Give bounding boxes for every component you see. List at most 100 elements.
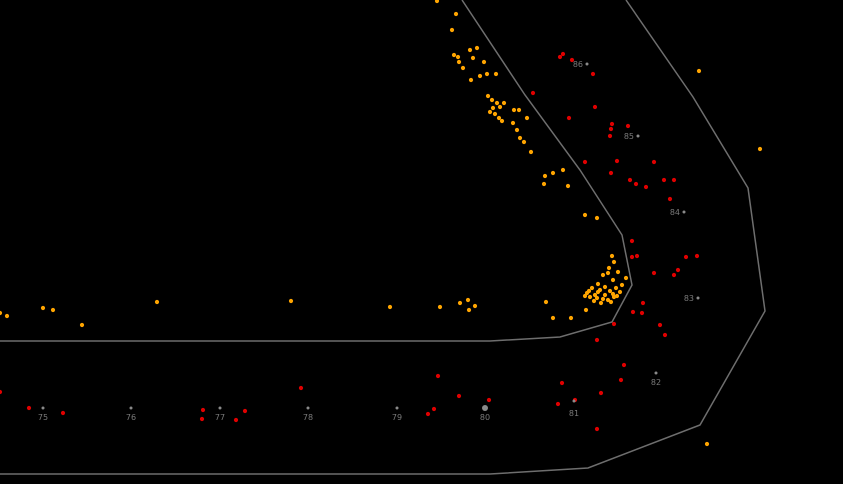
orange-point xyxy=(449,27,455,33)
orange-point xyxy=(489,97,495,103)
red-point xyxy=(431,406,437,412)
orange-point xyxy=(465,297,471,303)
distance-marker-75: 75 xyxy=(38,406,48,422)
red-point xyxy=(651,159,657,165)
orange-point xyxy=(609,253,615,259)
red-point xyxy=(486,397,492,403)
red-point xyxy=(594,426,600,432)
red-point xyxy=(621,362,627,368)
marker-dot xyxy=(682,210,686,214)
orange-point xyxy=(582,212,588,218)
orange-point xyxy=(437,304,443,310)
red-points-layer xyxy=(0,51,700,432)
marker-label: 83 xyxy=(684,294,694,303)
orange-point xyxy=(434,0,440,4)
orange-point xyxy=(589,285,595,291)
red-point xyxy=(667,196,673,202)
orange-point xyxy=(4,313,10,319)
red-point xyxy=(683,254,689,260)
orange-point xyxy=(514,127,520,133)
red-point xyxy=(298,385,304,391)
orange-point xyxy=(591,298,597,304)
orange-point xyxy=(497,104,503,110)
red-point xyxy=(456,393,462,399)
orange-point xyxy=(594,295,600,301)
red-point xyxy=(634,253,640,259)
red-point xyxy=(26,405,32,411)
red-point xyxy=(199,416,205,422)
orange-point xyxy=(598,300,604,306)
marker-dot xyxy=(129,406,133,410)
orange-point xyxy=(528,149,534,155)
orange-point xyxy=(511,107,517,113)
red-point xyxy=(675,267,681,273)
track-outlines xyxy=(0,0,766,475)
distance-marker-82: 82 xyxy=(651,371,661,387)
orange-points-layer xyxy=(0,0,763,447)
orange-point xyxy=(617,289,623,295)
orange-point xyxy=(541,181,547,187)
red-point xyxy=(608,126,614,132)
red-point xyxy=(611,321,617,327)
distance-marker-77: 77 xyxy=(215,406,225,422)
red-point xyxy=(530,90,536,96)
red-point xyxy=(592,104,598,110)
marker-label: 86 xyxy=(573,60,583,69)
orange-point xyxy=(510,120,516,126)
red-point xyxy=(557,54,563,60)
red-point xyxy=(609,121,615,127)
orange-point xyxy=(568,315,574,321)
red-point xyxy=(200,407,206,413)
distance-marker-80: 80 xyxy=(480,405,490,422)
marker-label: 80 xyxy=(480,413,490,422)
orange-point xyxy=(614,293,620,299)
orange-point xyxy=(757,146,763,152)
marker-dot xyxy=(395,406,399,410)
marker-dot xyxy=(654,371,658,375)
orange-point xyxy=(623,275,629,281)
distance-marker-76: 76 xyxy=(126,406,136,422)
marker-label: 76 xyxy=(126,413,136,422)
marker-label: 84 xyxy=(670,208,680,217)
orange-point xyxy=(610,277,616,283)
red-point xyxy=(629,238,635,244)
orange-point xyxy=(468,77,474,83)
orange-point xyxy=(594,215,600,221)
orange-point xyxy=(542,173,548,179)
marker-dot xyxy=(572,399,576,403)
orange-point xyxy=(582,293,588,299)
red-point xyxy=(555,401,561,407)
orange-point xyxy=(608,299,614,305)
distance-marker-81: 81 xyxy=(569,399,579,418)
orange-point xyxy=(607,288,613,294)
orange-point xyxy=(492,111,498,117)
orange-point xyxy=(496,115,502,121)
red-point xyxy=(614,158,620,164)
red-point xyxy=(233,417,239,423)
distance-markers: 75 76 77 78 79 80 81 82 xyxy=(38,60,700,422)
orange-point xyxy=(0,310,3,316)
orange-point xyxy=(499,118,505,124)
orange-point xyxy=(517,135,523,141)
marker-label: 77 xyxy=(215,413,225,422)
red-point xyxy=(559,380,565,386)
red-point xyxy=(671,272,677,278)
orange-point xyxy=(501,100,507,106)
red-point xyxy=(0,389,3,395)
orange-point xyxy=(484,71,490,77)
distance-marker-85: 85 xyxy=(624,132,640,141)
orange-point xyxy=(481,59,487,65)
orange-point xyxy=(611,259,617,265)
orange-point xyxy=(457,300,463,306)
orange-point xyxy=(470,55,476,61)
marker-dot xyxy=(636,134,640,138)
orange-point xyxy=(487,109,493,115)
orange-point xyxy=(583,307,589,313)
marker-label: 81 xyxy=(569,409,579,418)
marker-dot xyxy=(585,62,589,66)
red-point xyxy=(566,115,572,121)
red-point xyxy=(625,123,631,129)
orange-point xyxy=(474,45,480,51)
marker-dot xyxy=(218,406,222,410)
orange-point xyxy=(587,294,593,300)
